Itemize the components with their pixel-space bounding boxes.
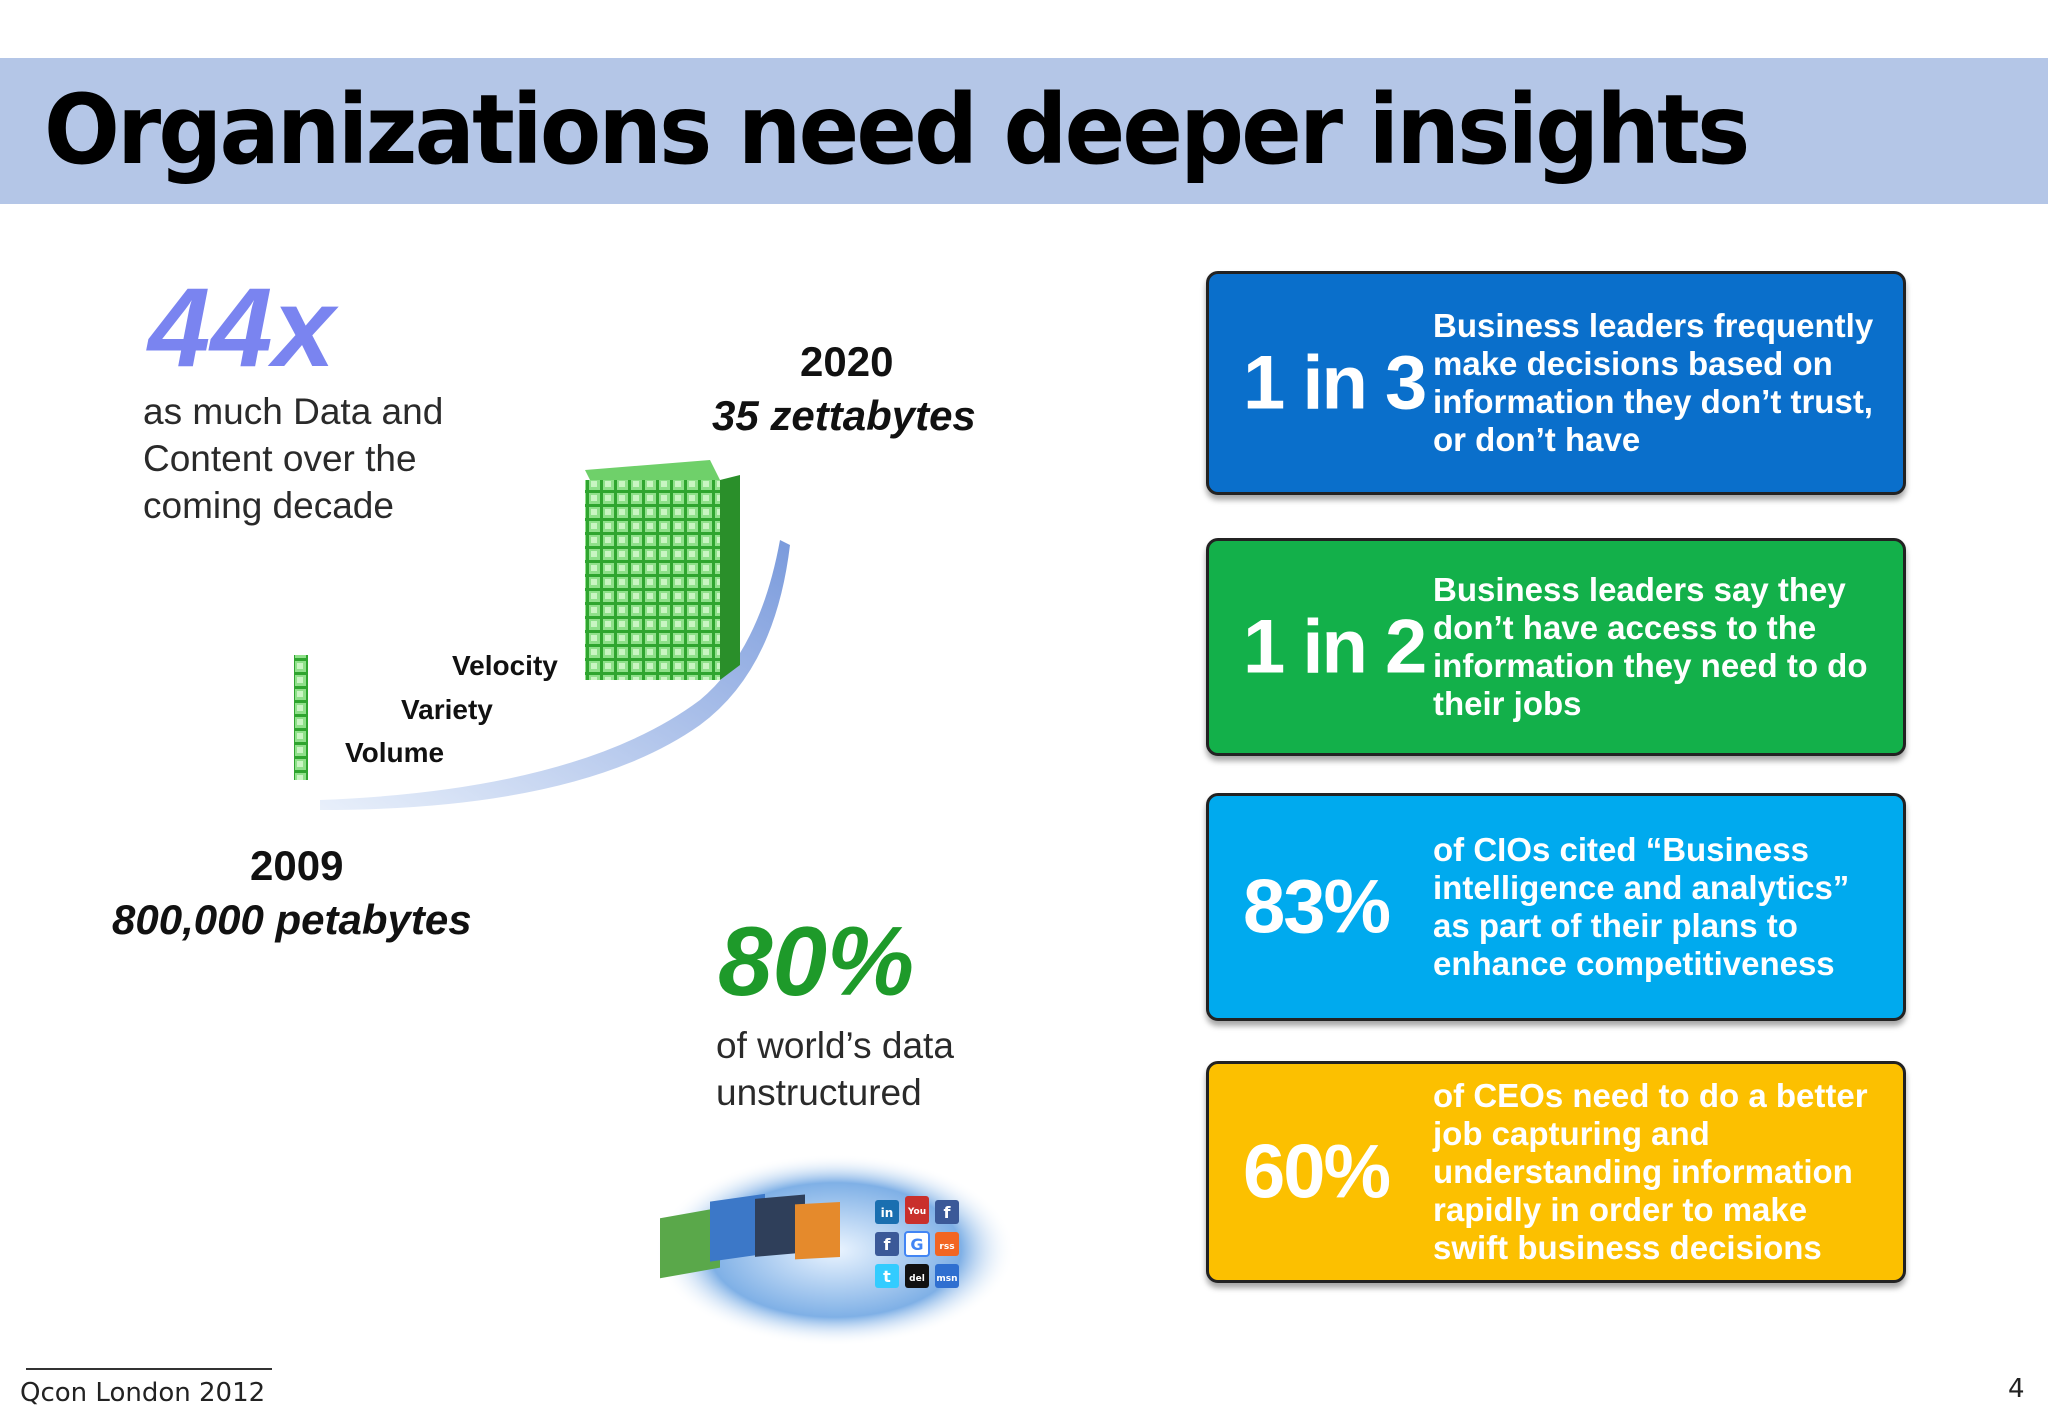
icon-label-delicious: del <box>909 1274 925 1284</box>
stat-description: Business leaders say they don’t have acc… <box>1433 571 1868 722</box>
social-media-globe-image: in You f f G rss t del msn <box>655 1154 1015 1346</box>
photo-strip <box>660 1193 840 1279</box>
icon-label-rss: rss <box>939 1242 954 1252</box>
slide-title: Organizations need deeper insights <box>44 74 1750 186</box>
social-icon-labels: in You f f G rss t del msn <box>881 1203 958 1286</box>
data-growth-graphic <box>294 460 790 810</box>
amount-2020: 35 zettabytes <box>712 392 976 439</box>
stat-description: of CEOs need to do a better job capturin… <box>1433 1077 1868 1266</box>
multiplier-desc-line-3: coming decade <box>143 485 394 526</box>
icon-label-linkedin: in <box>881 1206 894 1220</box>
social-icons-grid <box>875 1196 959 1288</box>
large-data-cube <box>585 460 740 680</box>
icon-label-msn: msn <box>936 1274 957 1284</box>
stat-value: 1 in 3 <box>1243 340 1427 426</box>
year-2009: 2009 <box>250 842 344 889</box>
icon-label-facebook: f <box>944 1203 952 1222</box>
year-2020: 2020 <box>800 338 894 385</box>
stat-card-access: 1 in 2 Business leaders say they don’t h… <box>1206 538 1906 756</box>
amount-2009: 800,000 petabytes <box>112 896 472 943</box>
stat-value: 1 in 2 <box>1243 604 1427 690</box>
icon-label-facebook-2: f <box>884 1235 892 1254</box>
multiplier-desc-line-2: Content over the <box>143 438 417 479</box>
footer-divider <box>26 1368 272 1370</box>
stat-value: 60% <box>1243 1129 1391 1215</box>
unstructured-desc-line-1: of world’s data <box>716 1025 954 1066</box>
multiplier-desc-line-1: as much Data and <box>143 391 444 432</box>
label-variety: Variety <box>401 694 493 725</box>
label-velocity: Velocity <box>452 650 558 681</box>
title-bar <box>0 58 2048 204</box>
stat-description: of CIOs cited “Business intelligence and… <box>1433 831 1850 982</box>
label-volume: Volume <box>345 737 445 768</box>
icon-label-youtube: You <box>907 1207 926 1217</box>
stat-card-ceo: 60% of CEOs need to do a better job capt… <box>1206 1061 1906 1283</box>
multiplier-stat: 44x <box>148 265 335 390</box>
stat-card-cio: 83% of CIOs cited “Business intelligence… <box>1206 793 1906 1021</box>
unstructured-percent: 80% <box>718 906 915 1016</box>
unstructured-desc-line-2: unstructured <box>716 1072 922 1113</box>
icon-label-twitter: t <box>883 1267 891 1286</box>
stat-description: Business leaders frequently make decisio… <box>1433 307 1874 458</box>
stat-card-trust: 1 in 3 Business leaders frequently make … <box>1206 271 1906 495</box>
icon-label-google: G <box>910 1235 923 1254</box>
multiplier-description: as much Data and Content over the coming… <box>143 388 443 529</box>
unstructured-description: of world’s data unstructured <box>716 1022 954 1116</box>
stat-value: 83% <box>1243 864 1391 950</box>
page-number: 4 <box>2008 1374 2025 1404</box>
footer-label: Qcon London 2012 <box>20 1378 266 1408</box>
small-data-cube <box>294 655 308 780</box>
